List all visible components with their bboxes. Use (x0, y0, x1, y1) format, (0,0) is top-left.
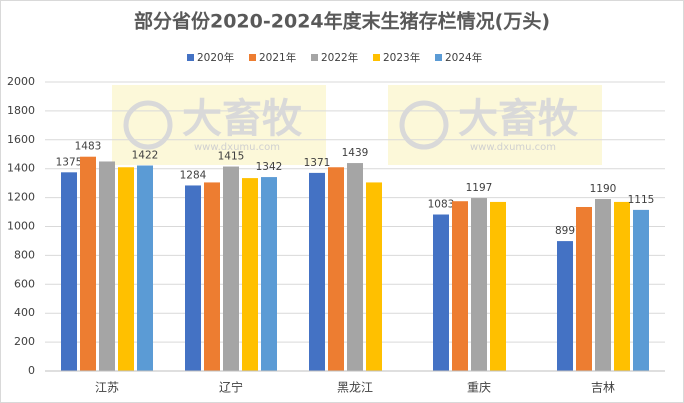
y-tick-label: 200 (14, 335, 35, 348)
bar (614, 201, 630, 371)
bar (576, 206, 592, 371)
data-label: 1415 (218, 151, 245, 163)
data-label: 1284 (180, 169, 207, 181)
bar (185, 185, 201, 371)
bar (328, 167, 344, 371)
y-tick-label: 0 (28, 364, 35, 377)
bar (261, 177, 277, 371)
data-label: 1422 (132, 150, 159, 162)
bar (557, 241, 573, 371)
bar (118, 167, 134, 371)
watermark-box (388, 85, 602, 165)
bar (452, 201, 468, 371)
bar (347, 163, 363, 371)
y-tick-label: 400 (14, 306, 35, 319)
bar (137, 165, 153, 371)
data-label: 1371 (304, 157, 331, 169)
data-label: 1439 (342, 147, 369, 159)
data-label: 1197 (466, 182, 493, 194)
y-tick-label: 1800 (7, 104, 35, 117)
legend-label: 2023年 (383, 51, 420, 64)
bar (309, 172, 325, 371)
data-label: 1375 (56, 156, 83, 168)
legend-label: 2020年 (197, 51, 234, 64)
chart-title: 部分省份2020-2024年度末生猪存栏情况(万头) (134, 10, 550, 33)
watermark-brand: 大畜牧 (182, 96, 303, 142)
bar (80, 156, 96, 371)
bar (433, 214, 449, 371)
bar (490, 201, 506, 371)
bar (242, 178, 258, 371)
bar (99, 161, 115, 371)
legend-label: 2024年 (445, 51, 482, 64)
watermark-url: www.dxumu.com (470, 142, 556, 153)
bar (223, 166, 239, 371)
watermark-brand: 大畜牧 (458, 96, 579, 142)
bar (61, 172, 77, 371)
y-tick-label: 1200 (7, 191, 35, 204)
x-tick-label: 江苏 (95, 381, 119, 395)
data-label: 1190 (590, 183, 617, 195)
watermark-url: www.dxumu.com (194, 142, 280, 153)
y-tick-label: 1000 (7, 220, 35, 233)
x-tick-label: 黑龙江 (337, 381, 373, 395)
y-tick-label: 1600 (7, 133, 35, 146)
y-tick-label: 800 (14, 248, 35, 261)
legend-swatch (249, 54, 256, 61)
legend-swatch (187, 54, 194, 61)
bar (471, 198, 487, 371)
data-label: 1115 (628, 194, 655, 206)
data-label: 1483 (75, 141, 102, 153)
data-label: 1342 (256, 161, 283, 173)
bar (204, 182, 220, 371)
bar (595, 199, 611, 371)
data-label: 1083 (428, 199, 455, 211)
legend-label: 2022年 (321, 51, 358, 64)
y-tick-label: 1400 (7, 162, 35, 175)
legend-label: 2021年 (259, 51, 296, 64)
watermark-box (112, 85, 326, 165)
bar (633, 209, 649, 371)
data-label: 899 (555, 225, 575, 237)
y-tick-label: 2000 (7, 75, 35, 88)
y-tick-label: 600 (14, 277, 35, 290)
x-tick-label: 吉林 (591, 381, 615, 395)
x-tick-label: 辽宁 (219, 380, 243, 395)
watermark-logo (399, 100, 449, 150)
x-tick-label: 重庆 (467, 381, 491, 395)
legend-swatch (311, 54, 318, 61)
bar (366, 182, 382, 371)
legend-swatch (373, 54, 380, 61)
watermark-logo (123, 100, 173, 150)
legend-swatch (435, 54, 442, 61)
